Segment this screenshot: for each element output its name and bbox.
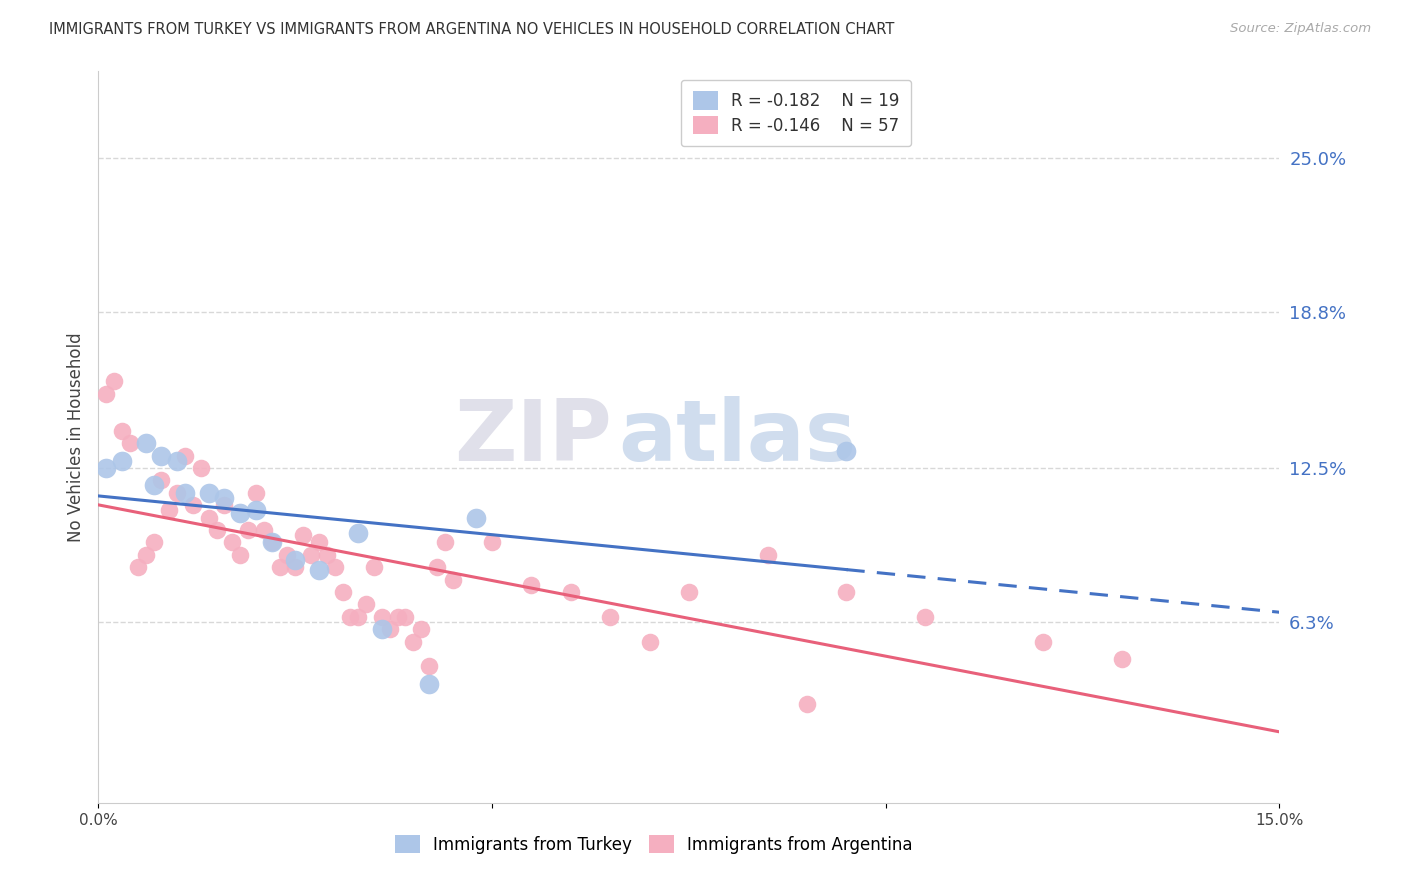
Point: [354, 598, 377, 612]
Point: [197, 486, 219, 500]
Point: [96, 386, 118, 401]
Point: [229, 548, 252, 562]
Text: IMMIGRANTS FROM TURKEY VS IMMIGRANTS FROM ARGENTINA NO VEHICLES IN HOUSEHOLD COR: IMMIGRANTS FROM TURKEY VS IMMIGRANTS FRO…: [49, 22, 894, 37]
Point: [269, 560, 291, 574]
Point: [284, 560, 307, 574]
Point: [332, 585, 354, 599]
Point: [245, 503, 267, 517]
Y-axis label: No Vehicles in Household: No Vehicles in Household: [66, 332, 84, 542]
Point: [426, 560, 449, 574]
Point: [253, 523, 276, 537]
Point: [323, 560, 346, 574]
Point: [315, 548, 337, 562]
Point: [418, 677, 440, 691]
Point: [229, 506, 252, 520]
Point: [402, 634, 425, 648]
Point: [197, 510, 219, 524]
Point: [236, 523, 259, 537]
Point: [111, 453, 134, 467]
Point: [214, 498, 236, 512]
Point: [150, 474, 173, 488]
Point: [347, 610, 370, 624]
Point: [260, 535, 283, 549]
Point: [221, 535, 243, 549]
Point: [599, 610, 621, 624]
Point: [371, 610, 394, 624]
Point: [308, 563, 330, 577]
Point: [135, 548, 157, 562]
Point: [299, 548, 322, 562]
Point: [835, 443, 858, 458]
Text: Source: ZipAtlas.com: Source: ZipAtlas.com: [1230, 22, 1371, 36]
Point: [914, 610, 936, 624]
Point: [387, 610, 409, 624]
Point: [520, 577, 543, 591]
Point: [638, 634, 661, 648]
Point: [245, 486, 267, 500]
Point: [835, 585, 858, 599]
Point: [214, 491, 236, 505]
Point: [363, 560, 385, 574]
Point: [276, 548, 298, 562]
Point: [284, 553, 307, 567]
Point: [174, 449, 197, 463]
Point: [394, 610, 416, 624]
Point: [411, 622, 433, 636]
Text: ZIP: ZIP: [454, 395, 612, 479]
Point: [181, 498, 204, 512]
Point: [96, 461, 118, 475]
Point: [378, 622, 401, 636]
Point: [308, 535, 330, 549]
Point: [756, 548, 779, 562]
Point: [142, 535, 165, 549]
Text: atlas: atlas: [619, 395, 856, 479]
Point: [560, 585, 582, 599]
Point: [166, 486, 188, 500]
Point: [347, 525, 370, 540]
Point: [1111, 652, 1133, 666]
Point: [433, 535, 456, 549]
Point: [260, 535, 283, 549]
Point: [441, 573, 464, 587]
Point: [465, 510, 488, 524]
Point: [190, 461, 212, 475]
Point: [174, 486, 197, 500]
Point: [678, 585, 700, 599]
Point: [339, 610, 361, 624]
Point: [103, 374, 125, 388]
Point: [481, 535, 503, 549]
Point: [118, 436, 141, 450]
Point: [371, 622, 394, 636]
Legend: Immigrants from Turkey, Immigrants from Argentina: Immigrants from Turkey, Immigrants from …: [388, 829, 920, 860]
Point: [127, 560, 149, 574]
Point: [150, 449, 173, 463]
Point: [111, 424, 134, 438]
Point: [796, 697, 818, 711]
Point: [142, 478, 165, 492]
Point: [418, 659, 440, 673]
Point: [157, 503, 180, 517]
Point: [166, 453, 188, 467]
Point: [205, 523, 228, 537]
Point: [135, 436, 157, 450]
Point: [292, 528, 315, 542]
Point: [1032, 634, 1054, 648]
